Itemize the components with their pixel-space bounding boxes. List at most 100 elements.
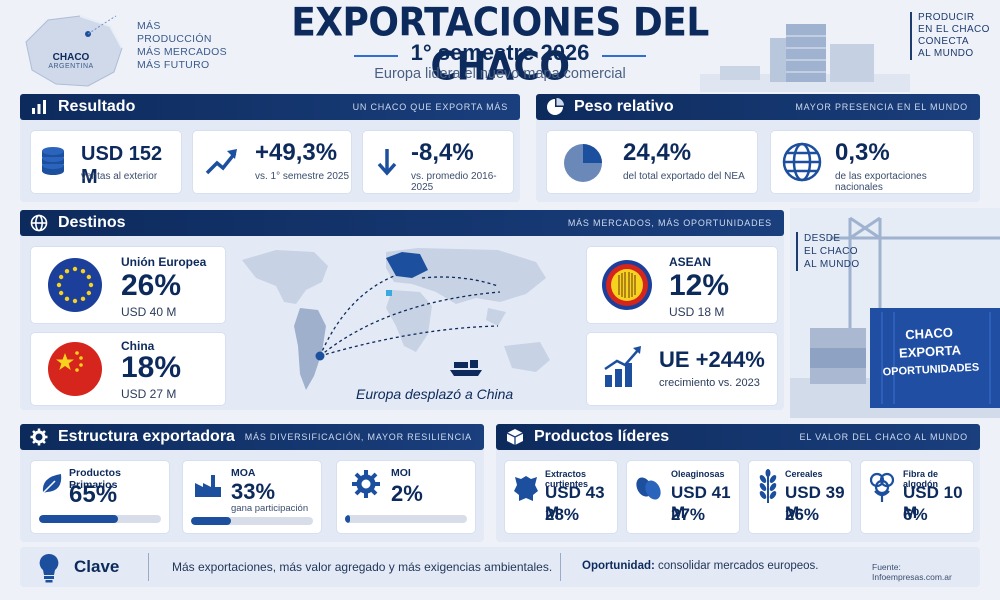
- moa-progress: [191, 517, 313, 525]
- crecimiento-value: +49,3%: [255, 139, 338, 166]
- page-subtitle: 1° semestre 2026: [410, 40, 590, 65]
- wheat-icon: [759, 469, 777, 503]
- ventas-caption: ventas al exterior: [81, 171, 158, 182]
- oleaginosas-usd: USD 41 M: [671, 483, 731, 522]
- chaco-map-illustration: [25, 15, 123, 87]
- arrow-down-icon: [377, 149, 397, 176]
- destino-card-asean: ASEAN 12% USD 18 M: [586, 246, 778, 324]
- producto-card-extractos: Extractos curtientes USD 43 M 28%: [504, 460, 618, 534]
- globe-small-icon: [30, 214, 48, 232]
- asean-pct: 12%: [669, 269, 730, 302]
- map-label-argentina: ARGENTINA: [48, 63, 94, 70]
- lightbulb-icon: [39, 553, 59, 583]
- resultado-card-ventas: USD 152 M ventas al exterior: [30, 130, 182, 194]
- map-label-chaco: CHACO: [52, 52, 90, 63]
- extractos-usd: USD 43 M: [545, 483, 605, 522]
- extractos-name: Extractos curtientes: [545, 469, 589, 489]
- gear-icon: [352, 470, 380, 498]
- clave-divider-2: [560, 553, 561, 581]
- subtitle-divider-left: [354, 54, 399, 57]
- clave-opportunity: Oportunidad: consolidar mercados europeo…: [582, 560, 818, 572]
- map-caption: Europa desplazó a China: [356, 386, 514, 402]
- source-note: Fuente: Infoempresas.com.ar: [872, 562, 952, 582]
- page-title: EXPORTACIONES DEL CHACO: [291, 0, 709, 90]
- peso-card-nea: 24,4% del total exportado del NEA: [546, 130, 758, 194]
- china-pct: 18%: [121, 351, 182, 384]
- peso-header-bar: Peso relativo MAYOR PRESENCIA EN EL MUND…: [536, 94, 980, 120]
- opportunity-label: Oportunidad:: [582, 560, 655, 572]
- box-icon: [506, 429, 524, 445]
- moi-progress: [345, 515, 467, 523]
- header-right-slogan: PRODUCIR EN EL CHACO CONECTA AL MUNDO: [910, 12, 990, 60]
- moi-name: MOI: [391, 467, 411, 479]
- promedio-caption: vs. promedio 2016-2025: [411, 171, 497, 193]
- estructura-header-bar: Estructura exportadora MÁS DIVERSIFICACI…: [20, 424, 484, 450]
- factory-icon: [195, 475, 221, 497]
- moi-pct: 2%: [391, 481, 423, 506]
- productos-header-bar: Productos líderes EL VALOR DEL CHACO AL …: [496, 424, 980, 450]
- port-illustration: [790, 208, 1000, 418]
- moa-pct: 33%: [231, 479, 276, 504]
- ventas-value: USD 152 M: [81, 143, 163, 188]
- primarios-name: Productos Primarios: [69, 467, 121, 491]
- ship-icon: [450, 360, 482, 376]
- asean-usd: USD 18 M: [669, 305, 725, 319]
- peso-title: Peso relativo: [574, 98, 674, 115]
- header-slogan: MÁS PRODUCCIÓN MÁS MERCADOS MÁS FUTURO: [137, 20, 227, 71]
- clave-strip: Clave Más exportaciones, más valor agreg…: [20, 547, 980, 587]
- producto-card-algodon: Fibra de algodón USD 10 M 6%: [860, 460, 974, 534]
- algodon-pct: 6%: [903, 505, 928, 524]
- container-text: CHACO EXPORTA OPORTUNIDADES: [882, 324, 980, 379]
- algodon-name: Fibra de algodón: [903, 469, 939, 489]
- ue-pct: 26%: [121, 269, 182, 302]
- side-slogan: DESDE EL CHACO AL MUNDO: [796, 232, 860, 271]
- destino-card-china: China 18% USD 27 M: [30, 332, 226, 406]
- estructura-card-moi: MOI 2%: [336, 460, 476, 534]
- cereales-name: Cereales: [785, 469, 823, 479]
- algodon-usd: USD 10 M: [903, 483, 963, 522]
- cotton-icon: [869, 472, 895, 502]
- ue-name: Unión Europea: [121, 255, 207, 269]
- resultado-header-bar: Resultado UN CHACO QUE EXPORTA MÁS: [20, 94, 520, 120]
- destinos-tagline: MÁS MERCADOS, MÁS OPORTUNIDADES: [567, 218, 772, 228]
- opportunity-text: consolidar mercados europeos.: [654, 560, 819, 572]
- eu-flag-icon: [48, 258, 102, 312]
- port-skyline-illustration: [700, 24, 910, 92]
- nea-caption: del total exportado del NEA: [623, 171, 745, 182]
- productos-title: Productos líderes: [534, 428, 670, 445]
- resultado-card-promedio: -8,4% vs. promedio 2016-2025: [362, 130, 514, 194]
- resultado-title: Resultado: [58, 98, 136, 115]
- pie-icon: [564, 144, 602, 182]
- seeds-icon: [636, 477, 661, 500]
- nacional-caption: de las exportaciones nacionales: [835, 171, 927, 193]
- primarios-pct: 65%: [69, 481, 118, 508]
- resultado-card-crecimiento: +49,3% vs. 1° semestre 2025: [192, 130, 352, 194]
- growth-caption: crecimiento vs. 2023: [659, 377, 760, 389]
- china-flag-icon: [48, 342, 102, 396]
- destinos-header-bar: Destinos MÁS MERCADOS, MÁS OPORTUNIDADES: [20, 210, 784, 236]
- oleaginosas-pct: 27%: [671, 505, 706, 524]
- asean-name: ASEAN: [669, 255, 712, 269]
- page-tagline: Europa lidera el nuevo mapa comercial: [374, 66, 626, 82]
- nea-value: 24,4%: [623, 139, 692, 166]
- resultado-tagline: UN CHACO QUE EXPORTA MÁS: [352, 102, 508, 112]
- ue-usd: USD 40 M: [121, 305, 177, 319]
- subtitle-divider-right: [601, 54, 646, 57]
- growth-chart-icon: [604, 346, 641, 387]
- destino-card-growth: UE +244% crecimiento vs. 2023: [586, 332, 778, 406]
- oleaginosas-name: Oleaginosas: [671, 469, 725, 479]
- growth-value: UE +244%: [659, 347, 765, 372]
- cereales-pct: 26%: [785, 505, 820, 524]
- asean-emblem-icon: [602, 260, 652, 310]
- producto-card-cereales: Cereales USD 39 M 26%: [748, 460, 852, 534]
- clave-text: Más exportaciones, más valor agregado y …: [172, 560, 553, 574]
- clave-divider: [148, 553, 149, 581]
- peso-tagline: MAYOR PRESENCIA EN EL MUNDO: [795, 102, 968, 112]
- china-name: China: [121, 339, 155, 353]
- cereales-usd: USD 39 M: [785, 483, 845, 522]
- world-map: [242, 248, 550, 390]
- hide-icon: [514, 476, 538, 501]
- primarios-progress: [39, 515, 161, 523]
- moa-name: MOA: [231, 467, 256, 479]
- destinos-title: Destinos: [58, 214, 126, 231]
